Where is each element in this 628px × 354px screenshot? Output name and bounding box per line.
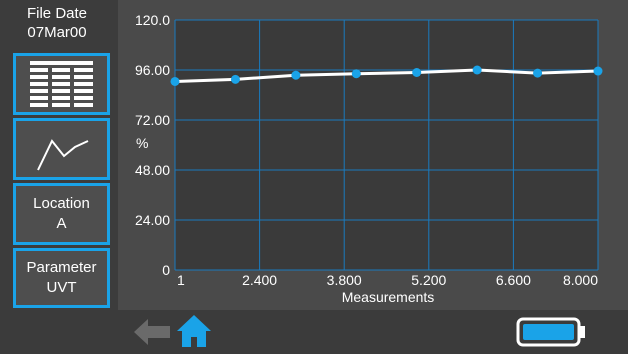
data-point	[291, 70, 301, 80]
x-tick-labels: 1 2.400 3.800 5.200 6.600 8.000	[177, 272, 598, 288]
x-tick-label: 6.600	[496, 272, 531, 288]
x-tick-label: 2.400	[242, 272, 277, 288]
y-tick-label: 96.00	[135, 62, 170, 78]
series-group	[170, 65, 603, 86]
location-value: A	[56, 215, 67, 232]
table-view-button[interactable]	[13, 53, 110, 115]
x-tick-label: 8.000	[563, 272, 598, 288]
bottom-bar	[0, 310, 628, 354]
y-tick-label: 24.00	[135, 212, 170, 228]
data-point	[472, 65, 482, 75]
y-tick-label: 120.0	[135, 12, 170, 28]
grid-lines	[174, 19, 599, 271]
graph-view-button[interactable]	[13, 118, 110, 180]
table-view-icon	[30, 61, 93, 107]
x-tick-label: 1	[177, 272, 185, 288]
data-point	[351, 69, 361, 79]
y-tick-labels: 120.0 96.00 72.00 48.00 24.00 0	[135, 12, 170, 278]
line-chart: 120.0 96.00 72.00 48.00 24.00 0 1 2.400 3.800 5.…	[135, 12, 603, 305]
battery-icon	[516, 317, 585, 347]
home-icon[interactable]	[176, 313, 212, 349]
parameter-label: Parameter	[26, 259, 97, 276]
y-axis-label: %	[136, 135, 148, 151]
data-point	[230, 74, 240, 84]
plot-background	[175, 20, 598, 270]
file-date-value: 07Mar00	[27, 24, 87, 41]
parameter-value: UVT	[46, 279, 77, 296]
y-tick-label: 48.00	[135, 162, 170, 178]
parameter-button[interactable]: Parameter UVT	[13, 248, 110, 308]
series-line	[174, 68, 599, 83]
chart-panel: 120.0 96.00 72.00 48.00 24.00 0 1 2.400 3.800 5.…	[118, 0, 628, 310]
file-date-label: File Date	[26, 5, 88, 22]
location-label: Location	[33, 195, 90, 212]
data-point	[593, 66, 603, 76]
back-arrow-icon[interactable]	[132, 317, 172, 347]
graph-view-icon	[37, 139, 89, 171]
data-point	[170, 76, 180, 86]
y-tick-label: 72.00	[135, 112, 170, 128]
sidebar: File Date 07Mar00 Location A Parameter U…	[0, 0, 118, 310]
x-tick-label: 3.800	[327, 272, 362, 288]
location-button[interactable]: Location A	[13, 183, 110, 245]
file-date: File Date 07Mar00	[0, 4, 114, 42]
data-point	[412, 68, 422, 77]
y-tick-label: 0	[162, 262, 170, 278]
x-axis-label: Measurements	[342, 289, 435, 305]
data-point	[533, 68, 543, 78]
x-tick-label: 5.200	[411, 272, 446, 288]
